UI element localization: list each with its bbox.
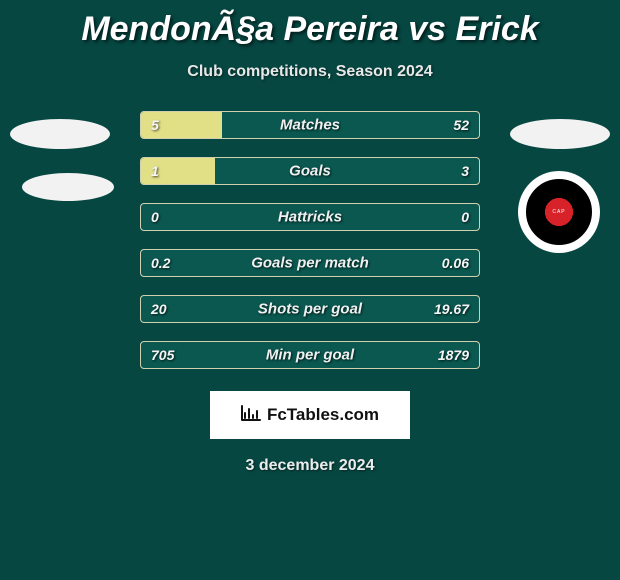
stat-bar: Hattricks0 0: [140, 203, 480, 231]
stat-value-left: 1: [151, 163, 159, 179]
stat-bar: Matches552: [140, 111, 480, 139]
stat-value-right: 0.06: [442, 255, 469, 271]
chart-icon: [241, 405, 261, 426]
stat-value-left: 0: [151, 209, 159, 225]
player-right-silhouette: [510, 119, 610, 149]
stat-value-right: 0: [461, 209, 469, 225]
date-label: 3 december 2024: [0, 457, 620, 475]
stat-value-right: 52: [453, 117, 469, 133]
comparison-panel: CAP Matches552Goals13Hattricks00Goals pe…: [0, 111, 620, 475]
subtitle: Club competitions, Season 2024: [0, 63, 620, 81]
page-title: MendonÃ§a Pereira vs Erick: [0, 0, 620, 49]
stat-bars: Matches552Goals13Hattricks00Goals per ma…: [140, 111, 480, 369]
stat-bar: Min per goal705 1879: [140, 341, 480, 369]
stat-value-right: 3: [461, 163, 469, 179]
branding-badge[interactable]: FcTables.com: [210, 391, 410, 439]
stat-label: Shots per goal: [141, 301, 479, 318]
club-crest-inner: CAP: [526, 179, 592, 245]
club-crest: CAP: [518, 171, 600, 253]
stat-value-left: 705: [151, 347, 174, 363]
club-crest-text: CAP: [528, 181, 590, 243]
stat-value-left: 20: [151, 301, 167, 317]
stat-value-right: 19.67: [434, 301, 469, 317]
stat-bar: Goals per match0.2 0.06: [140, 249, 480, 277]
stat-value-right: 1879: [438, 347, 469, 363]
stat-bar: Goals13: [140, 157, 480, 185]
stat-value-left: 5: [151, 117, 159, 133]
stat-bar: Shots per goal20 19.67: [140, 295, 480, 323]
stat-value-left: 0.2: [151, 255, 170, 271]
player-left-silhouette-1: [10, 119, 110, 149]
player-left-silhouette-2: [22, 173, 114, 201]
stat-label: Goals per match: [141, 255, 479, 272]
stat-label: Min per goal: [141, 347, 479, 364]
branding-text: FcTables.com: [267, 405, 379, 425]
stat-label: Hattricks: [141, 209, 479, 226]
